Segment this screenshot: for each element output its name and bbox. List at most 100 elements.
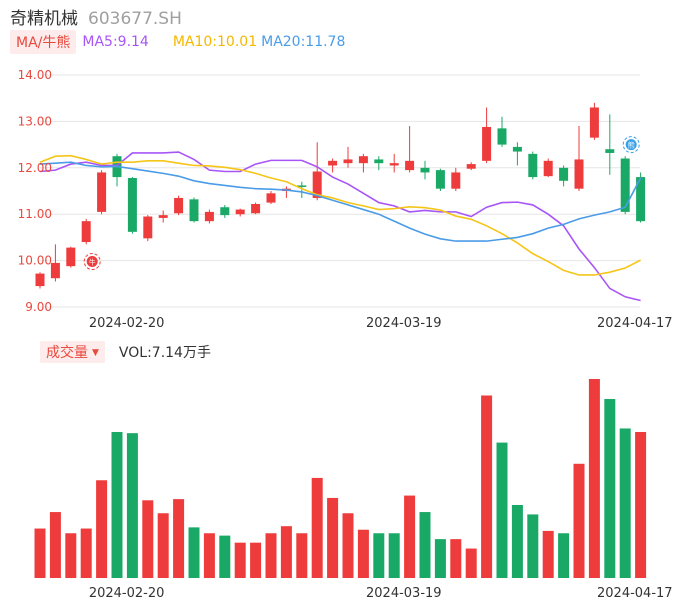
volume-bar bbox=[481, 395, 493, 578]
bull-icon bbox=[86, 256, 98, 268]
y-tick-label: 12.00 bbox=[18, 161, 52, 175]
signal-markers: 牛熊 bbox=[83, 136, 640, 271]
volume-bar bbox=[265, 533, 277, 578]
candlestick-series bbox=[35, 102, 646, 289]
volume-bar bbox=[450, 539, 462, 578]
y-tick-label: 13.00 bbox=[18, 114, 52, 128]
y-tick-label: 9.00 bbox=[25, 300, 52, 314]
date-axis-labels: 2024-02-20 2024-02-20 2024-03-19 2024-03-19… bbox=[89, 316, 673, 601]
volume-bar bbox=[619, 428, 631, 578]
candle-body bbox=[220, 207, 230, 216]
candle-body bbox=[189, 199, 199, 222]
volume-bar bbox=[188, 527, 200, 578]
candle-body bbox=[435, 170, 445, 189]
x-tick-label: 2024-02-20 bbox=[89, 316, 165, 331]
volume-bar bbox=[219, 535, 231, 578]
volume-bar bbox=[604, 399, 616, 578]
ma5-value: MA5:9.14 bbox=[82, 34, 149, 50]
volume-indicator-selector[interactable]: 成交量 ▼ bbox=[40, 341, 105, 363]
volume-bar bbox=[96, 480, 108, 578]
candle-body bbox=[497, 128, 507, 145]
candle-body bbox=[235, 209, 245, 215]
volume-bar bbox=[511, 504, 523, 578]
volume-badge-label: 成交量 bbox=[46, 345, 88, 361]
y-tick-label: 11.00 bbox=[18, 207, 52, 221]
candle-body bbox=[528, 153, 538, 178]
price-grid bbox=[40, 74, 640, 308]
volume-bar bbox=[357, 529, 369, 578]
candle-body bbox=[589, 107, 599, 138]
volume-value: VOL:7.14万手 bbox=[118, 345, 211, 361]
volume-bar bbox=[588, 379, 600, 578]
volume-bar bbox=[49, 512, 61, 578]
volume-bar bbox=[635, 431, 647, 578]
y-tick-label: 14.00 bbox=[18, 68, 52, 82]
candle-body bbox=[66, 247, 76, 267]
volume-bar bbox=[465, 548, 477, 578]
volume-bar bbox=[250, 542, 262, 578]
volume-bar bbox=[327, 497, 339, 578]
candle-body bbox=[297, 185, 307, 187]
volume-bar bbox=[234, 542, 246, 578]
candle-body bbox=[143, 216, 153, 239]
candle-body bbox=[574, 159, 584, 189]
volume-bar bbox=[542, 530, 554, 578]
candle-body bbox=[512, 146, 522, 152]
candle-body bbox=[559, 167, 569, 181]
x-tick-label: 2024-03-19 bbox=[366, 316, 442, 331]
volume-bar bbox=[111, 431, 123, 578]
candle-body bbox=[374, 159, 384, 164]
candle-body bbox=[204, 211, 214, 222]
candle-body bbox=[81, 221, 91, 243]
candle-body bbox=[266, 193, 276, 203]
bear-icon-ring bbox=[622, 136, 640, 154]
ma20-value: MA20:11.78 bbox=[261, 34, 346, 50]
ma-legend: MA/牛熊 MA5:9.14 MA10:10.01 MA20:11.78 bbox=[10, 30, 345, 54]
volume-bar bbox=[558, 533, 570, 578]
x-tick-label: 2024-04-17 bbox=[597, 316, 673, 331]
stock-header: 奇精机械 603677.SH bbox=[10, 4, 182, 29]
candle-body bbox=[389, 163, 399, 166]
candle-body bbox=[343, 159, 353, 164]
ma10-line bbox=[39, 154, 641, 276]
bear-icon bbox=[625, 139, 637, 151]
volume-bar bbox=[419, 512, 431, 578]
volume-bar bbox=[65, 533, 77, 578]
candle-body bbox=[636, 177, 646, 222]
volume-bar bbox=[342, 513, 354, 578]
candle-body bbox=[97, 172, 107, 212]
ma10-value: MA10:10.01 bbox=[172, 34, 258, 50]
volume-bar bbox=[434, 539, 446, 578]
candle-body bbox=[328, 160, 338, 166]
ma5-line bbox=[39, 151, 641, 302]
volume-bar bbox=[280, 526, 292, 578]
volume-bar bbox=[573, 463, 585, 578]
bull-icon-glyph: 牛 bbox=[89, 258, 96, 267]
candle-body bbox=[358, 156, 368, 164]
candle-body bbox=[466, 164, 476, 169]
candle-body bbox=[50, 262, 60, 279]
ma-indicator-selector[interactable]: MA/牛熊 bbox=[10, 30, 77, 54]
candle-body bbox=[174, 197, 184, 214]
candle-body bbox=[543, 160, 553, 177]
candle-body bbox=[482, 126, 492, 161]
volume-bar bbox=[142, 500, 154, 578]
volume-bars bbox=[34, 379, 647, 578]
volume-bar bbox=[404, 495, 416, 578]
volume-bar bbox=[34, 528, 46, 578]
volume-bar bbox=[173, 499, 185, 578]
volume-bar bbox=[203, 533, 215, 578]
moving-average-lines bbox=[39, 151, 642, 302]
candle-body bbox=[312, 171, 322, 198]
y-tick-label: 10.00 bbox=[18, 254, 52, 268]
stock-name: 奇精机械 bbox=[10, 9, 78, 29]
candle-body bbox=[405, 160, 415, 171]
volume-legend: 成交量 ▼ VOL:7.14万手 bbox=[40, 341, 211, 363]
volume-bar bbox=[373, 533, 385, 578]
candle-body bbox=[620, 158, 630, 212]
volume-bar bbox=[496, 442, 508, 578]
bull-icon-ring bbox=[83, 253, 101, 271]
candle-body bbox=[420, 167, 430, 173]
ma20-line bbox=[39, 161, 642, 242]
